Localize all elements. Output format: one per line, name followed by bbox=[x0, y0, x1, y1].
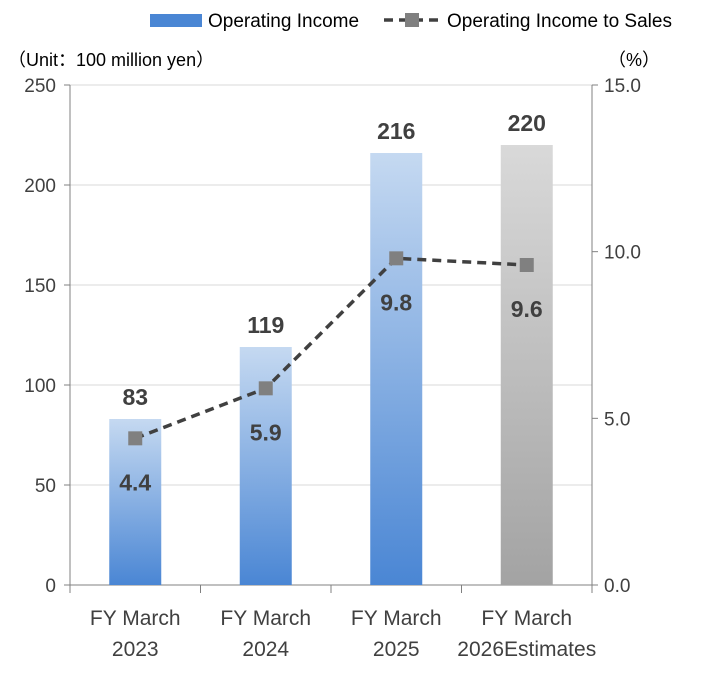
legend-line-marker bbox=[405, 13, 419, 27]
legend-line-label: Operating Income to Sales bbox=[447, 11, 672, 32]
legend: Operating Income Operating Income to Sale… bbox=[150, 11, 672, 32]
data-labels: 83 119 216 220 4.4 5.9 9.8 9.6 bbox=[119, 110, 546, 495]
left-axis-tick-label: 50 bbox=[35, 476, 56, 497]
ratio-series-line bbox=[134, 256, 527, 440]
x-axis-category-label: FY March 2023 bbox=[90, 607, 181, 661]
left-axis-tick-label: 250 bbox=[24, 76, 56, 97]
ratio-value-label: 9.8 bbox=[380, 289, 412, 315]
left-axis-tick-label: 200 bbox=[24, 176, 56, 197]
bar-value-label: 216 bbox=[377, 118, 415, 144]
right-axis-tick-label: 10.0 bbox=[604, 243, 641, 264]
x-axis-category-label: FY March 2024 bbox=[220, 607, 311, 661]
ratio-marker bbox=[128, 431, 143, 446]
bar-value-label: 220 bbox=[508, 110, 546, 136]
ratio-line bbox=[128, 251, 534, 446]
ratio-value-label: 9.6 bbox=[511, 296, 543, 322]
left-axis-tick-label: 100 bbox=[24, 376, 56, 397]
right-axis-tick-label: 0.0 bbox=[604, 576, 630, 597]
right-axis-tick-label: 5.0 bbox=[604, 409, 630, 430]
left-axis-tick-label: 0 bbox=[45, 576, 56, 597]
legend-bar-swatch bbox=[150, 14, 202, 27]
right-axis-tick-label: 15.0 bbox=[604, 76, 641, 97]
left-axis-tick-label: 150 bbox=[24, 276, 56, 297]
bar-value-label: 83 bbox=[122, 384, 148, 410]
axes: 0 50 100 150 200 250 0.0 5.0 10.0 15.0 FY March 202… bbox=[8, 50, 660, 661]
bar-operating-income bbox=[370, 153, 423, 585]
bar-operating-income bbox=[109, 419, 162, 585]
ratio-marker bbox=[389, 251, 404, 266]
ratio-marker bbox=[258, 381, 273, 396]
ratio-marker bbox=[519, 258, 534, 272]
ratio-value-label: 5.9 bbox=[250, 419, 282, 445]
bars bbox=[109, 145, 553, 585]
bar-operating-income bbox=[500, 145, 553, 585]
x-axis-category-label: FY March 2026Estimates bbox=[457, 607, 596, 661]
x-axis-category-label: FY March 2025 bbox=[351, 607, 442, 661]
ratio-value-label: 4.4 bbox=[119, 469, 151, 495]
bar-value-label: 119 bbox=[247, 312, 284, 338]
legend-bar-label: Operating Income bbox=[208, 11, 359, 32]
right-axis-unit-label: （%） bbox=[608, 50, 660, 70]
left-axis-unit-label: （Unit：100 million yen） bbox=[8, 50, 214, 70]
